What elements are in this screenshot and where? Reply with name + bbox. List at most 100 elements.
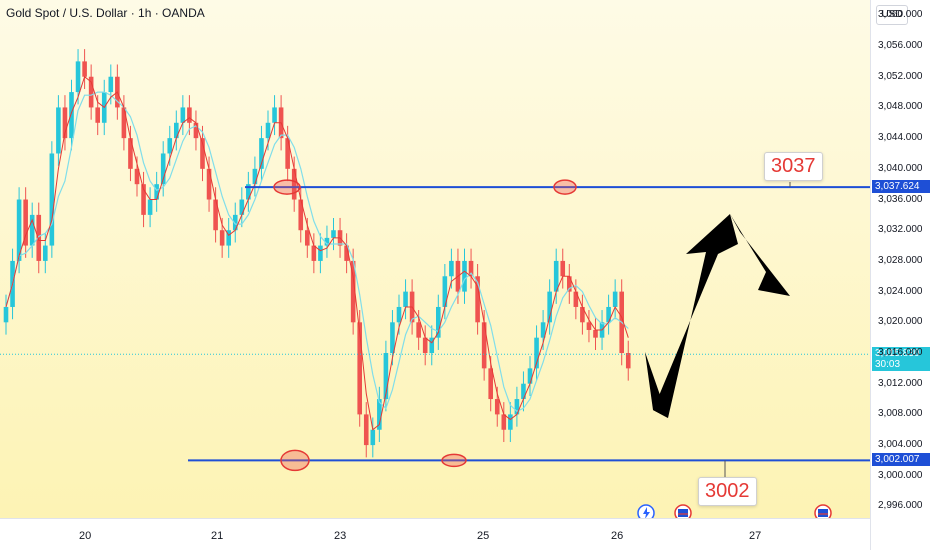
candle-body bbox=[547, 291, 552, 323]
y-tick-label: 3,044.000 bbox=[878, 132, 923, 144]
y-tick-label: 3,040.000 bbox=[878, 162, 923, 174]
chart-title: Gold Spot / U.S. Dollar · 1h · OANDA bbox=[6, 6, 205, 20]
candle-body bbox=[141, 184, 146, 215]
current-price-label: 3,015.830 30:03 bbox=[872, 347, 930, 372]
moving-average-slow bbox=[5, 91, 629, 413]
candle-body bbox=[174, 122, 179, 139]
y-tick-label: 2,996.000 bbox=[878, 500, 923, 512]
candle-body bbox=[108, 76, 114, 93]
y-tick-label: 3,000.000 bbox=[878, 469, 923, 481]
candle-body bbox=[508, 414, 513, 430]
y-tick-label: 3,056.000 bbox=[878, 40, 923, 52]
candle-body bbox=[580, 306, 585, 323]
y-tick-label: 3,028.000 bbox=[878, 254, 923, 266]
candle-body bbox=[442, 276, 448, 307]
candle-body bbox=[377, 399, 382, 430]
candle-body bbox=[56, 107, 61, 154]
candle-body bbox=[206, 168, 212, 200]
candle-body bbox=[449, 260, 454, 277]
y-tick-label: 3,004.000 bbox=[878, 439, 923, 451]
candle-body bbox=[481, 322, 487, 369]
candle-body bbox=[154, 184, 159, 200]
bar-countdown: 30:03 bbox=[875, 359, 901, 371]
candle-body bbox=[553, 260, 559, 292]
candle-body bbox=[625, 353, 631, 369]
candle-body bbox=[134, 168, 140, 185]
candle-body bbox=[534, 337, 539, 369]
level-highlight bbox=[553, 179, 577, 195]
candle-body bbox=[560, 260, 566, 277]
candle-body bbox=[23, 199, 28, 246]
candle-body bbox=[213, 199, 218, 231]
candle-body bbox=[403, 291, 408, 307]
time-axis[interactable] bbox=[0, 518, 870, 551]
candle-body bbox=[573, 291, 579, 307]
candle-body bbox=[29, 214, 35, 246]
candle-body bbox=[527, 368, 533, 384]
y-tick-label: 3,020.000 bbox=[878, 316, 923, 328]
candle-body bbox=[62, 107, 68, 139]
y-tick-label: 3,016.000 bbox=[878, 347, 923, 358]
price-axis[interactable] bbox=[870, 0, 932, 550]
candle-body bbox=[540, 322, 546, 338]
candle-body bbox=[494, 399, 500, 415]
candle-body bbox=[311, 245, 317, 261]
candle-body bbox=[612, 291, 618, 307]
candle-body bbox=[200, 138, 205, 169]
y-tick-label: 3,048.000 bbox=[878, 101, 923, 113]
y-tick-label: 3,012.000 bbox=[878, 377, 923, 389]
candle-body bbox=[593, 329, 598, 338]
currency-button[interactable]: USD bbox=[876, 5, 908, 25]
candle-body bbox=[436, 306, 441, 338]
x-tick-label: 20 bbox=[79, 530, 92, 542]
candle-body bbox=[422, 337, 428, 354]
y-tick-label: 3,008.000 bbox=[878, 408, 923, 420]
candle-body bbox=[298, 199, 304, 231]
plot-area[interactable] bbox=[0, 0, 870, 518]
candle-body bbox=[232, 214, 238, 231]
x-tick-label: 26 bbox=[611, 530, 624, 542]
candle-body bbox=[128, 138, 133, 169]
candle-body bbox=[36, 214, 42, 261]
resistance-price-label: 3,037.624 bbox=[872, 180, 930, 194]
candle-body bbox=[396, 306, 402, 323]
support-callout: 3002 bbox=[698, 477, 757, 506]
level-highlight bbox=[441, 453, 467, 468]
candle-body bbox=[239, 199, 245, 215]
lightning-bolt bbox=[643, 507, 650, 518]
candle-body bbox=[344, 245, 349, 261]
candle-body bbox=[121, 107, 127, 139]
candle-body bbox=[219, 230, 225, 246]
candle-body bbox=[350, 260, 356, 323]
y-tick-label: 3,032.000 bbox=[878, 224, 923, 236]
current-price-value: 3,015.830 bbox=[875, 348, 920, 360]
candle-body bbox=[3, 306, 9, 323]
candle-body bbox=[488, 368, 493, 400]
candle-body bbox=[521, 383, 526, 400]
candle-body bbox=[416, 322, 421, 338]
us-flag-canton bbox=[678, 509, 688, 517]
us-flag-canton bbox=[818, 509, 828, 517]
candle-body bbox=[370, 429, 376, 446]
candle-body bbox=[43, 245, 48, 261]
candle-body bbox=[514, 399, 520, 415]
projection-arrow-end bbox=[730, 214, 790, 296]
moving-average-fast bbox=[5, 75, 629, 431]
candle-body bbox=[475, 276, 480, 323]
price-chart[interactable] bbox=[0, 0, 870, 518]
candle-body bbox=[305, 230, 310, 246]
x-tick-label: 27 bbox=[749, 530, 762, 542]
projection-arrow-up bbox=[653, 214, 738, 418]
candle-body bbox=[501, 414, 507, 430]
candle-body bbox=[462, 260, 467, 292]
x-tick-label: 23 bbox=[334, 530, 347, 542]
candle-body bbox=[318, 245, 323, 261]
candle-body bbox=[357, 322, 362, 415]
candle-body bbox=[187, 107, 192, 123]
candle-body bbox=[167, 138, 173, 154]
y-tick-label: 3,060.000 bbox=[878, 9, 923, 21]
candle-body bbox=[193, 122, 199, 139]
candle-body bbox=[331, 230, 336, 238]
candle-body bbox=[567, 276, 572, 292]
candle-body bbox=[363, 414, 369, 446]
